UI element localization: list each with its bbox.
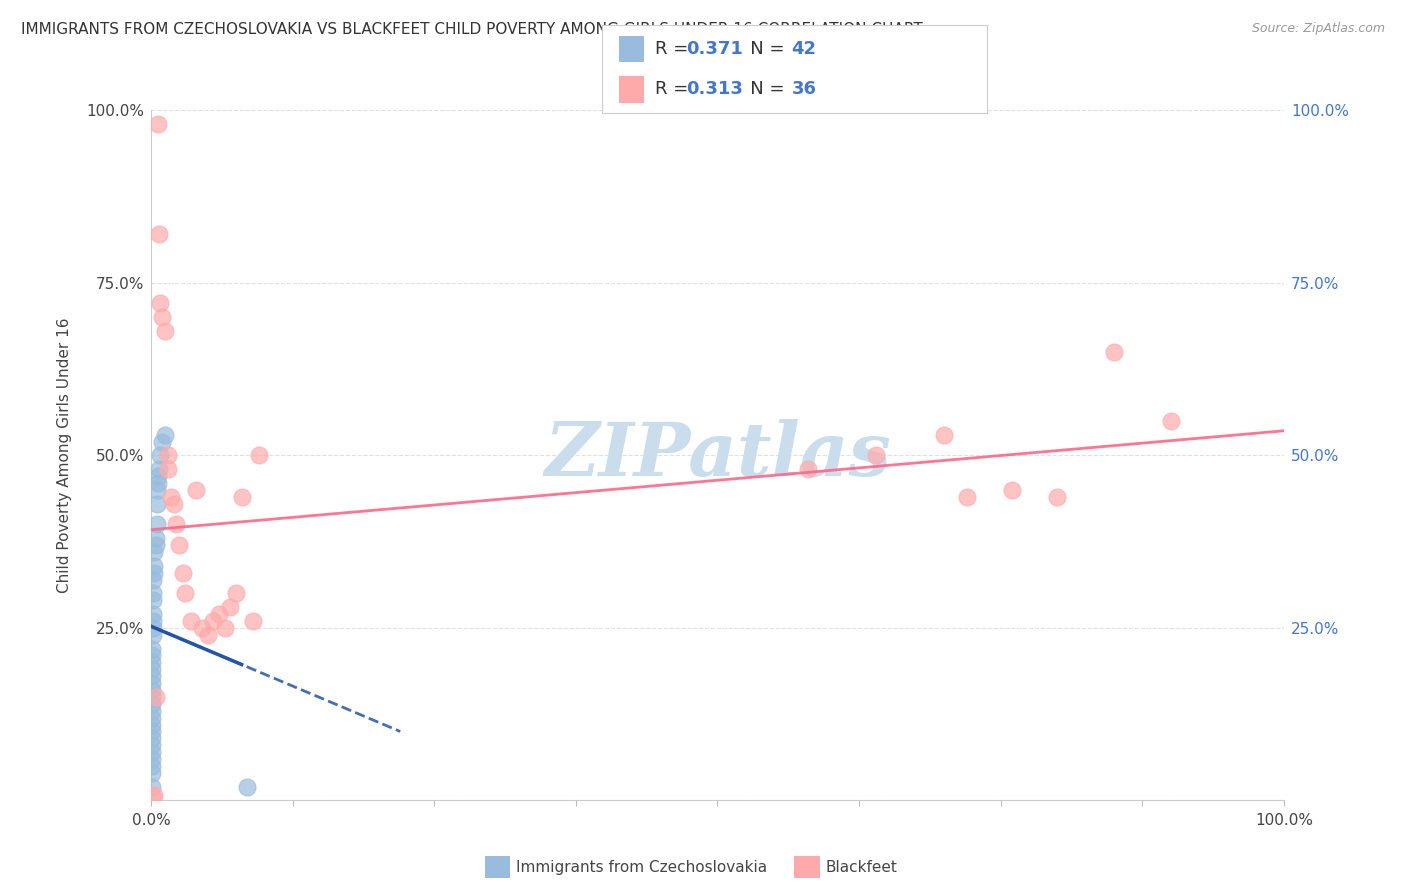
Point bbox=[149, 296, 172, 310]
Point bbox=[142, 621, 165, 635]
Point bbox=[865, 448, 887, 462]
Point bbox=[141, 745, 163, 759]
Point bbox=[141, 669, 163, 683]
Point bbox=[197, 628, 219, 642]
Point bbox=[1160, 414, 1182, 428]
Text: R =: R = bbox=[655, 80, 695, 98]
Point bbox=[236, 780, 259, 794]
Point bbox=[141, 676, 163, 690]
Point bbox=[143, 566, 166, 580]
Point bbox=[932, 427, 955, 442]
Point bbox=[172, 566, 194, 580]
Point bbox=[142, 628, 165, 642]
Text: Source: ZipAtlas.com: Source: ZipAtlas.com bbox=[1251, 22, 1385, 36]
Text: N =: N = bbox=[733, 40, 790, 58]
Point bbox=[145, 517, 167, 532]
Point bbox=[145, 483, 167, 497]
Point bbox=[148, 227, 170, 242]
Point bbox=[141, 697, 163, 711]
Point bbox=[225, 586, 247, 600]
Point bbox=[142, 607, 165, 621]
Point bbox=[146, 469, 169, 483]
Point bbox=[143, 558, 166, 573]
Point bbox=[141, 780, 163, 794]
Point bbox=[148, 462, 170, 476]
Point bbox=[156, 462, 179, 476]
Point bbox=[186, 483, 208, 497]
Point bbox=[231, 490, 253, 504]
Point bbox=[165, 517, 187, 532]
Text: 0.313: 0.313 bbox=[686, 80, 742, 98]
Point bbox=[142, 573, 165, 587]
Point bbox=[153, 427, 176, 442]
Text: R =: R = bbox=[655, 40, 695, 58]
Text: Blackfeet: Blackfeet bbox=[825, 860, 897, 874]
Point bbox=[202, 614, 225, 628]
Point bbox=[141, 759, 163, 773]
Text: Immigrants from Czechoslovakia: Immigrants from Czechoslovakia bbox=[516, 860, 768, 874]
Point bbox=[160, 490, 183, 504]
Text: 42: 42 bbox=[792, 40, 817, 58]
Text: ZIPatlas: ZIPatlas bbox=[544, 419, 891, 491]
Point bbox=[141, 704, 163, 718]
Point bbox=[191, 621, 214, 635]
Text: N =: N = bbox=[733, 80, 790, 98]
Point bbox=[141, 656, 163, 670]
Point bbox=[208, 607, 231, 621]
Point bbox=[141, 738, 163, 752]
Point bbox=[141, 641, 163, 656]
Point bbox=[1102, 344, 1125, 359]
Y-axis label: Child Poverty Among Girls Under 16: Child Poverty Among Girls Under 16 bbox=[58, 318, 72, 593]
Point bbox=[141, 717, 163, 731]
Point bbox=[143, 545, 166, 559]
Point bbox=[956, 490, 979, 504]
Point bbox=[1046, 490, 1069, 504]
Point bbox=[169, 538, 191, 552]
Text: IMMIGRANTS FROM CZECHOSLOVAKIA VS BLACKFEET CHILD POVERTY AMONG GIRLS UNDER 16 C: IMMIGRANTS FROM CZECHOSLOVAKIA VS BLACKF… bbox=[21, 22, 922, 37]
Point bbox=[146, 475, 169, 490]
Point bbox=[141, 724, 163, 739]
Text: 0.371: 0.371 bbox=[686, 40, 742, 58]
Point bbox=[141, 683, 163, 698]
Point bbox=[145, 497, 167, 511]
Point bbox=[797, 462, 820, 476]
Point bbox=[150, 310, 173, 325]
Point bbox=[143, 788, 166, 802]
Point bbox=[142, 789, 165, 804]
Point bbox=[142, 586, 165, 600]
Point bbox=[219, 600, 242, 615]
Point bbox=[163, 497, 186, 511]
Point bbox=[149, 448, 172, 462]
Point bbox=[156, 448, 179, 462]
Point bbox=[146, 117, 169, 131]
Point bbox=[141, 648, 163, 663]
Point bbox=[153, 324, 176, 338]
Point bbox=[141, 765, 163, 780]
Point bbox=[141, 662, 163, 676]
Point bbox=[214, 621, 236, 635]
Point bbox=[1001, 483, 1024, 497]
Point bbox=[142, 593, 165, 607]
Point bbox=[150, 434, 173, 449]
Point bbox=[242, 614, 264, 628]
Point bbox=[145, 531, 167, 545]
Point bbox=[141, 731, 163, 746]
Point bbox=[145, 690, 167, 704]
Point bbox=[141, 710, 163, 724]
Point bbox=[180, 614, 202, 628]
Point bbox=[141, 690, 163, 704]
Point bbox=[174, 586, 197, 600]
Point bbox=[247, 448, 270, 462]
Point bbox=[145, 538, 167, 552]
Point bbox=[141, 752, 163, 766]
Text: 36: 36 bbox=[792, 80, 817, 98]
Point bbox=[142, 614, 165, 628]
